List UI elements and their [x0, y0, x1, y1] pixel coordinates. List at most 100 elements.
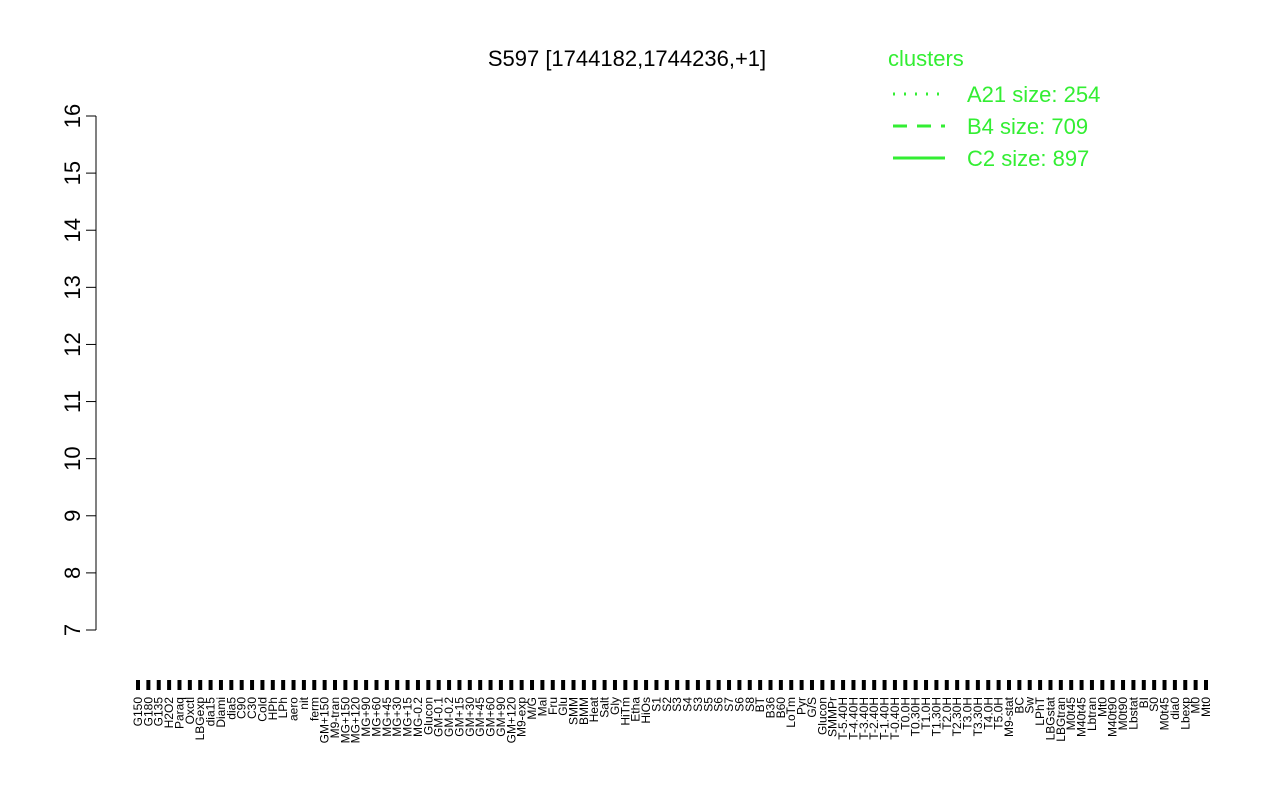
x-tick-label: S4 [681, 697, 695, 712]
x-tick-label: T-4.40H [846, 697, 860, 740]
x-tick-label: GM-0.1 [432, 697, 446, 737]
x-tick-label: T-3.40H [857, 697, 871, 740]
x-tick-label: B36 [764, 697, 778, 719]
x-tick-label: GM+120 [504, 697, 518, 744]
x-tick-label: aero [287, 697, 301, 721]
x-tick-label: GM+45 [473, 697, 487, 737]
x-tick-label: T3.0H [961, 697, 975, 730]
x-tick-label: T-5.40H [836, 697, 850, 740]
x-tick-label: HiOs [639, 697, 653, 724]
x-tick-label: Fru [546, 697, 560, 715]
x-tick-label: T1.30H [929, 697, 943, 736]
x-tick-label: HiTm [618, 697, 632, 726]
x-tick-label: S6 [732, 697, 746, 712]
x-tick-label: LoTm [784, 697, 798, 728]
x-tick-label: S1 [649, 697, 663, 712]
y-axis: 7 8 9 10 11 12 13 14 15 16 [60, 104, 97, 636]
x-tick-label: T5.0H [992, 697, 1006, 730]
x-tick-label: BI [1137, 697, 1151, 708]
x-tick-label: nit [297, 696, 311, 709]
legend-title: clusters [888, 46, 964, 71]
x-tick-label: Oxctl [183, 697, 197, 724]
x-axis: G150G180G135H2O2ParaqOxctlLBGexpdia15Dia… [131, 680, 1213, 743]
x-tick-label: Salt [598, 696, 612, 717]
x-tick-label: Lbexp [1178, 697, 1192, 730]
y-tick-label: 9 [60, 510, 85, 522]
x-tick-label: GM+150 [318, 697, 332, 744]
x-tick-label: M40t45 [1075, 697, 1089, 737]
x-tick-label: T1.0H [919, 697, 933, 730]
x-tick-label: Sw [1023, 697, 1037, 714]
y-tick-label: 13 [60, 275, 85, 299]
y-tick-label: 7 [60, 624, 85, 636]
x-tick-label: M0 [1189, 697, 1203, 714]
x-tick-label: Etha [629, 697, 643, 722]
x-tick-label: M/G [525, 697, 539, 720]
x-tick-label: GM+60 [484, 697, 498, 737]
x-tick-label: T-0.40H [888, 697, 902, 740]
x-tick-label: Lbstat [1126, 696, 1140, 729]
x-tick-label: S3 [691, 697, 705, 712]
x-tick-label: MG+150 [338, 697, 352, 744]
x-tick-label: T0.30H [909, 697, 923, 736]
x-tick-label: GM+15 [452, 697, 466, 737]
x-tick-label: Lbtran [1085, 697, 1099, 731]
x-tick-label: Glucon [421, 697, 435, 735]
legend-label: C2 size: 897 [967, 146, 1089, 171]
y-tick-label: 8 [60, 567, 85, 579]
x-tick-label: HPh [266, 697, 280, 720]
x-tick-label: BMM [577, 697, 591, 725]
x-tick-label: G150 [131, 697, 145, 727]
x-tick-label: GM+30 [463, 697, 477, 737]
x-tick-label: Mal [535, 697, 549, 716]
x-tick-label: T2.0H [940, 697, 954, 730]
x-tick-label: LPhT [1033, 696, 1047, 725]
x-tick-label: S3 [670, 697, 684, 712]
x-tick-label: M0t45 [1158, 697, 1172, 731]
x-tick-label: GM+90 [494, 697, 508, 737]
x-tick-label: LBGstat [1043, 696, 1057, 740]
x-tick-label: dia5 [224, 697, 238, 720]
x-tick-label: T2.30H [950, 697, 964, 736]
legend-label: B4 size: 709 [967, 114, 1088, 139]
x-tick-label: Gly [608, 697, 622, 715]
x-tick-label: MG+45 [380, 697, 394, 737]
x-tick-label: Heat [587, 696, 601, 722]
y-tick-label: 14 [60, 218, 85, 242]
x-tick-label: S0 [1147, 697, 1161, 712]
x-tick-label: Cold [255, 697, 269, 722]
x-tick-label: T-1.40H [878, 697, 892, 740]
x-tick-label: C90 [235, 697, 249, 719]
x-tick-label: T4.0H [981, 697, 995, 730]
x-tick-label: S2 [660, 697, 674, 712]
x-tick-label: M0t45 [1064, 697, 1078, 731]
x-tick-label: Pyr [795, 697, 809, 715]
x-tick-label: M9-exp [515, 697, 529, 737]
x-tick-label: S6 [712, 697, 726, 712]
x-tick-label: LBGtran [1054, 697, 1068, 742]
x-tick-label: dia0 [1168, 697, 1182, 720]
y-tick-label: 15 [60, 161, 85, 185]
x-tick-label: Glucon [815, 697, 829, 735]
x-tick-label: MG+60 [369, 697, 383, 737]
x-tick-label: M40t90 [1106, 697, 1120, 737]
x-tick-label: MG+120 [349, 697, 363, 744]
x-tick-label: G/S [805, 697, 819, 718]
y-tick-label: 12 [60, 332, 85, 356]
x-tick-label: BT [753, 696, 767, 712]
x-tick-label: T-2.40H [867, 697, 881, 740]
x-tick-label: SMM [566, 697, 580, 725]
y-tick-label: 10 [60, 446, 85, 470]
x-tick-label: M0t90 [1116, 697, 1130, 731]
x-tick-label: LBGexp [193, 697, 207, 741]
x-tick-label: BC [1012, 697, 1026, 714]
x-tick-label: S8 [743, 697, 757, 712]
x-tick-label: T3.30H [971, 697, 985, 736]
x-tick-label: B60 [774, 697, 788, 719]
x-tick-label: Paraq [172, 697, 186, 729]
x-tick-label: MG-0.2 [411, 697, 425, 737]
x-tick-label: dia15 [204, 697, 218, 727]
x-tick-label: M9-tran [328, 697, 342, 738]
x-tick-label: Mt0 [1095, 697, 1109, 717]
